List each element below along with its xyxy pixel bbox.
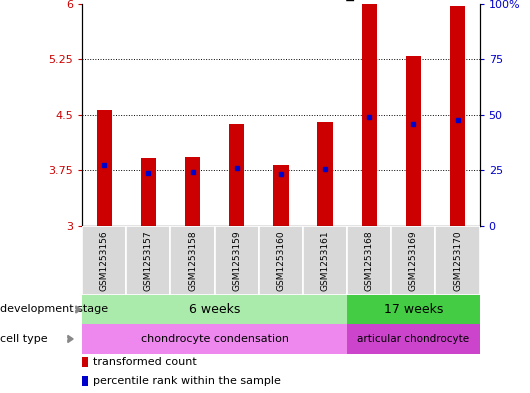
Bar (82, 226, 126, 295)
Bar (82, 295, 347, 324)
Text: 6 weeks: 6 weeks (189, 303, 240, 316)
Text: GSM1253168: GSM1253168 (365, 230, 374, 291)
Bar (96, 110, 112, 226)
Bar (126, 226, 171, 295)
Bar (303, 226, 347, 295)
Text: development stage: development stage (0, 305, 108, 314)
Bar (185, 157, 200, 226)
Text: GSM1253157: GSM1253157 (144, 230, 153, 291)
Text: GSM1253169: GSM1253169 (409, 230, 418, 291)
Bar (215, 226, 259, 295)
Bar (259, 226, 303, 295)
Bar (391, 226, 436, 295)
Bar (171, 226, 215, 295)
Bar (347, 226, 391, 295)
Text: GSM1253161: GSM1253161 (321, 230, 330, 291)
Bar (436, 226, 480, 295)
Bar (229, 124, 244, 226)
Text: cell type: cell type (0, 334, 48, 344)
Bar (140, 158, 156, 226)
Text: articular chondrocyte: articular chondrocyte (357, 334, 470, 344)
Text: GSM1253160: GSM1253160 (277, 230, 285, 291)
Text: GSM1253170: GSM1253170 (453, 230, 462, 291)
Text: GSM1253159: GSM1253159 (232, 230, 241, 291)
Bar (82, 324, 347, 354)
Text: percentile rank within the sample: percentile rank within the sample (93, 376, 281, 386)
Title: GDS5046 / 1567254_at: GDS5046 / 1567254_at (192, 0, 369, 1)
Bar (82, 376, 88, 386)
Bar (82, 357, 88, 367)
Bar (273, 165, 289, 226)
Bar (450, 6, 465, 226)
Text: GSM1253156: GSM1253156 (100, 230, 109, 291)
Text: chondrocyte condensation: chondrocyte condensation (140, 334, 289, 344)
Bar (361, 4, 377, 226)
Bar (347, 295, 480, 324)
Bar (405, 56, 421, 226)
Bar (317, 122, 333, 226)
Text: 17 weeks: 17 weeks (384, 303, 443, 316)
Text: GSM1253158: GSM1253158 (188, 230, 197, 291)
Text: transformed count: transformed count (93, 357, 197, 367)
Bar (347, 324, 480, 354)
